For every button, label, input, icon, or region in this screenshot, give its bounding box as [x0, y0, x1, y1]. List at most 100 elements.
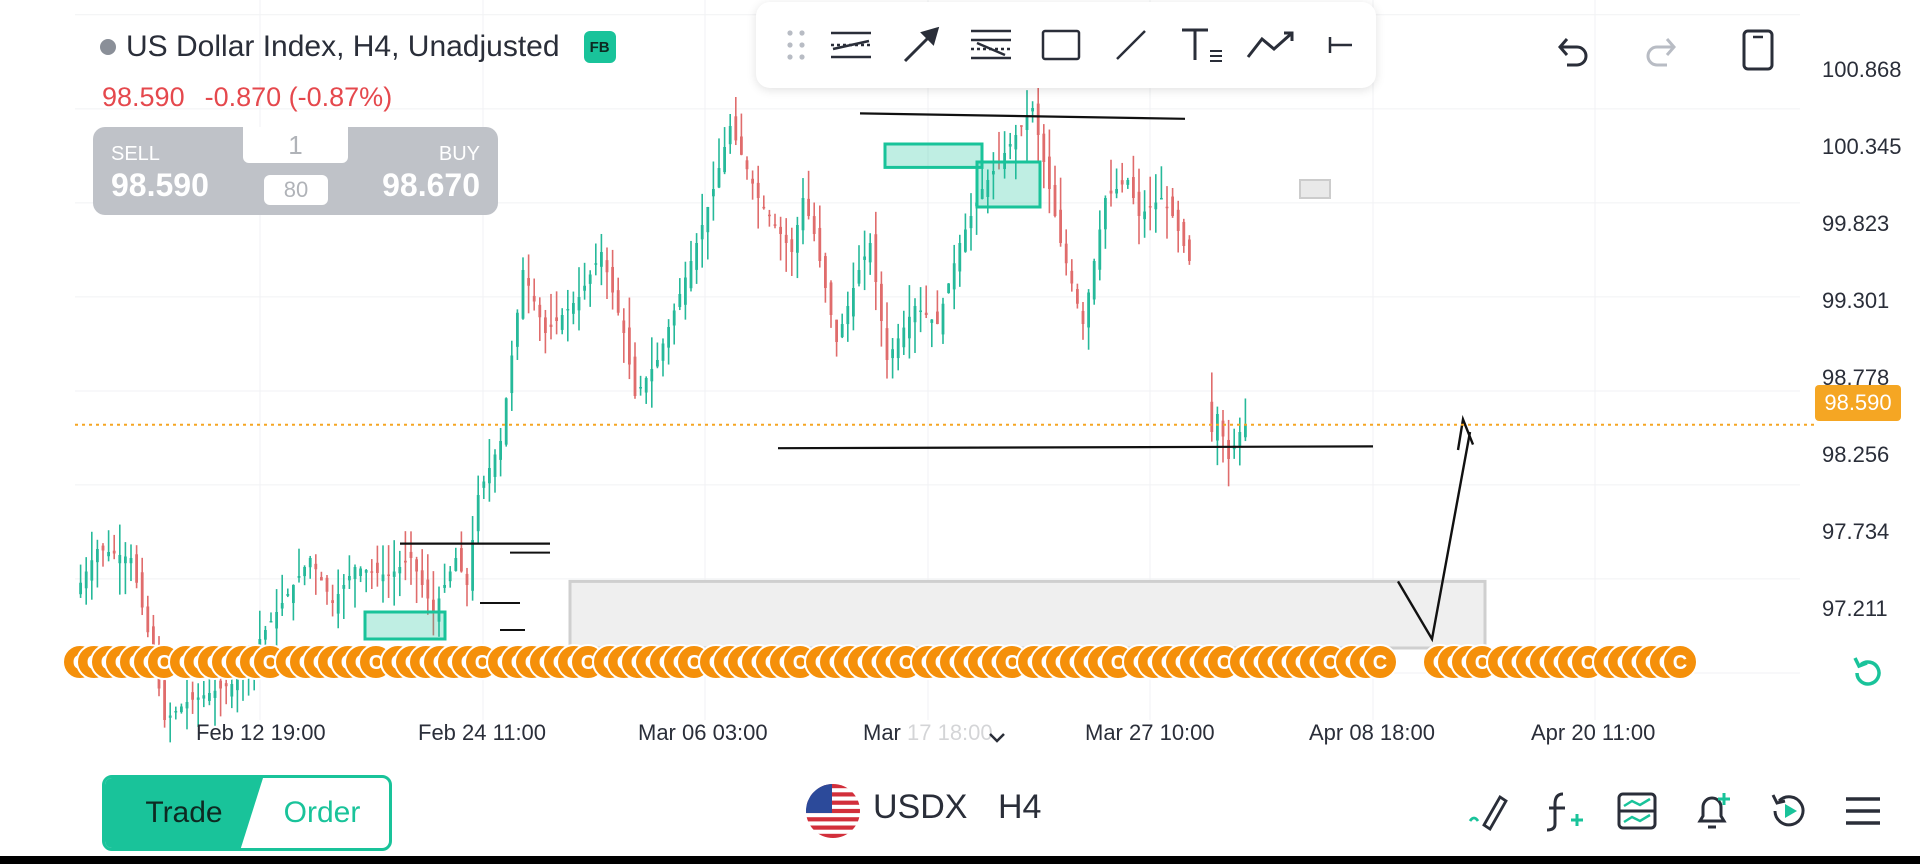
up-candle-body	[174, 711, 178, 713]
up-candle-body	[980, 189, 984, 199]
up-candle-body	[958, 243, 962, 272]
time-scroll-handle[interactable]	[905, 722, 1085, 762]
order-tab[interactable]: Order	[283, 796, 361, 829]
up-candle-body	[118, 555, 122, 564]
up-candle-body	[560, 315, 564, 330]
rotate-screen-icon[interactable]	[1730, 22, 1786, 78]
down-candle-body	[101, 545, 105, 551]
event-marker-label: C	[1217, 652, 1231, 674]
down-candle-body	[331, 600, 334, 603]
up-candle-body	[908, 316, 911, 339]
rectangle-icon[interactable]	[1026, 15, 1096, 75]
replay-icon[interactable]	[1762, 784, 1816, 838]
undo-icon[interactable]	[1544, 22, 1600, 78]
time-axis-label: Apr 20 11:00	[1531, 720, 1656, 745]
reset-chart-icon[interactable]	[1840, 645, 1896, 701]
horizontal-ray-icon[interactable]	[1306, 15, 1376, 75]
down-candle-body	[807, 198, 810, 216]
up-candle-body	[919, 310, 922, 312]
down-candle-body	[544, 317, 547, 333]
alert-bell-icon[interactable]	[1686, 784, 1740, 838]
templates-icon[interactable]	[1610, 784, 1664, 838]
down-candle-body	[1188, 239, 1191, 261]
up-candle-body	[342, 585, 346, 589]
up-candle-body	[499, 441, 502, 460]
menu-icon[interactable]	[1836, 784, 1890, 838]
event-marker-label: C	[1005, 652, 1019, 674]
path-icon[interactable]	[1236, 15, 1306, 75]
timeframe-selector[interactable]: H4	[998, 788, 1042, 826]
up-candle-body	[504, 398, 508, 445]
up-candle-body	[275, 612, 278, 629]
drag-handle-icon[interactable]	[776, 15, 816, 75]
event-marker-label: C	[899, 652, 913, 674]
up-candle-body	[947, 283, 950, 293]
up-candle-body	[986, 180, 990, 197]
up-candle-body	[381, 574, 385, 582]
down-candle-body	[112, 550, 116, 554]
parallel-channel-icon[interactable]	[816, 15, 886, 75]
trade-order-toggle[interactable]: Trade Order	[102, 775, 392, 851]
up-candle-body	[185, 702, 189, 709]
up-candle-body	[913, 306, 917, 323]
down-candle-body	[1171, 196, 1174, 216]
price-axis-label: 99.301	[1822, 288, 1890, 313]
time-axis-label: Mar 06 03:00	[638, 720, 768, 745]
down-candle-body	[818, 227, 822, 261]
text-icon[interactable]	[1166, 15, 1236, 75]
up-candle-body	[650, 369, 654, 382]
up-candle-body	[868, 243, 872, 263]
indicators-icon[interactable]	[1536, 784, 1590, 838]
up-candle-body	[202, 695, 206, 699]
down-candle-body	[1137, 191, 1141, 216]
down-candle-body	[420, 570, 424, 585]
down-candle-body	[622, 320, 626, 333]
down-candle-body	[532, 295, 536, 302]
trade-tab[interactable]: Trade	[105, 778, 263, 848]
redo-icon[interactable]	[1634, 22, 1690, 78]
symbol-header: US Dollar Index, H4, Unadjusted FB	[100, 30, 616, 64]
down-candle-body	[1148, 206, 1152, 208]
up-candle-body	[863, 256, 866, 260]
up-candle-body	[196, 697, 200, 700]
quantity-input[interactable]: 1	[243, 127, 348, 163]
price-axis-label: 97.734	[1822, 519, 1890, 544]
up-candle-body	[180, 706, 183, 713]
up-candle-body	[510, 355, 514, 394]
up-candle-body	[969, 216, 973, 229]
up-candle-body	[700, 225, 704, 240]
up-candle-body	[1244, 424, 1247, 438]
price-axis-label: 97.211	[1822, 596, 1888, 621]
price-axis-label: 99.823	[1822, 211, 1890, 236]
drawing-tools-icon[interactable]	[1462, 784, 1516, 838]
down-candle-body	[605, 260, 609, 273]
arrow-icon[interactable]	[886, 15, 956, 75]
down-candle-body	[415, 559, 418, 572]
trend-line-icon[interactable]	[1096, 15, 1166, 75]
up-candle-body	[964, 229, 967, 252]
fb-badge[interactable]: FB	[583, 31, 616, 63]
chart-canvas[interactable]: CCCCCCCCCCCCCCCCCCCCCCCCCCCCCCCCCCCCCCCC…	[0, 0, 1920, 760]
highlight-box	[883, 142, 984, 169]
down-candle-body	[1053, 184, 1057, 216]
price-change: -0.870 (-0.87%)	[204, 82, 393, 112]
down-candle-body	[325, 577, 329, 592]
up-candle-body	[689, 261, 693, 289]
price-axis-label: 98.256	[1822, 442, 1890, 467]
up-candle-body	[1115, 189, 1118, 194]
bottom-symbol[interactable]: USDX	[873, 788, 968, 826]
event-marker-label: C	[1673, 652, 1687, 674]
down-candle-body	[829, 282, 833, 315]
up-candle-body	[336, 594, 340, 614]
up-candle-body	[392, 571, 396, 577]
up-candle-body	[1143, 211, 1146, 220]
support-zone	[568, 579, 1487, 650]
down-candle-body	[745, 160, 749, 170]
symbol-title[interactable]: US Dollar Index, H4, Unadjusted	[126, 30, 560, 63]
up-candle-body	[230, 684, 234, 697]
fib-retracement-icon[interactable]	[956, 15, 1026, 75]
up-candle-body	[476, 495, 480, 532]
down-candle-body	[1042, 133, 1046, 162]
up-candle-body	[236, 675, 239, 691]
up-candle-body	[516, 312, 519, 347]
